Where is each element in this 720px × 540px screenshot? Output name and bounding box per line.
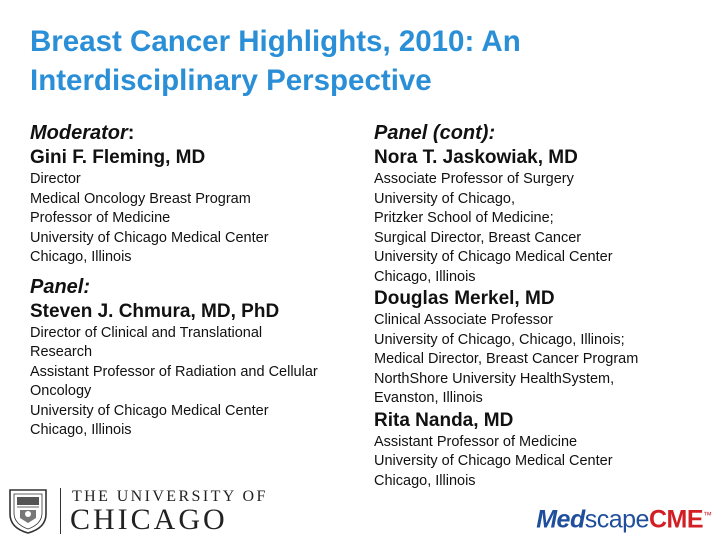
panelist-detail-line: University of Chicago Medical Center (374, 249, 613, 265)
panelist-detail-line: Research (30, 344, 93, 360)
moderator-detail-line: Chicago, Illinois (30, 249, 132, 265)
university-seal-icon (9, 489, 47, 534)
moderator-detail-line: Medical Oncology Breast Program (30, 190, 251, 207)
university-name-line1: THE UNIVERSITY OF (72, 488, 268, 505)
right-column: Panel (cont): Nora T. Jaskowiak, MD Asso… (374, 120, 714, 491)
panelist-detail-line: University of Chicago Medical Center (30, 402, 269, 419)
panelist-name: Steven J. Chmura, MD, PhD (30, 300, 280, 322)
moderator-detail-line: Director (30, 171, 81, 187)
panelist-detail-line: NorthShore University HealthSystem, (374, 370, 615, 387)
panelist-detail-line: Assistant Professor of Medicine (374, 433, 578, 450)
panelist-detail-line: Evanston, Illinois (374, 390, 483, 406)
university-logo: THE UNIVERSITY OF CHICAGO (6, 486, 266, 538)
panelist-name: Rita Nanda, MD (374, 409, 514, 431)
university-name-line2: CHICAGO (70, 503, 228, 536)
medscape-scape: scape (584, 505, 650, 534)
panelist-name: Nora T. Jaskowiak, MD (374, 147, 578, 168)
panelist-detail-line: Director of Clinical and Translational (30, 324, 263, 341)
logo-divider (60, 488, 61, 534)
panelist-detail-line: University of Chicago, Chicago, Illinois… (374, 331, 625, 348)
panelist-name: Douglas Merkel, MD (374, 288, 555, 309)
medscape-cme-logo: MedscapeCME™ (536, 500, 712, 534)
panelist-detail-line: Pritzker School of Medicine; (374, 210, 554, 226)
panelist-detail-line: Chicago, Illinois (374, 472, 476, 489)
panelist-detail-line: Associate Professor of Surgery (374, 171, 574, 187)
moderator-heading: Moderator: (30, 120, 365, 146)
medscape-med: Med (536, 505, 585, 534)
moderator-label: Moderator (30, 122, 128, 144)
panelist-detail-line: Chicago, Illinois (374, 268, 476, 285)
medscape-trademark: ™ (703, 510, 712, 520)
panelist-detail-line: Surgical Director, Breast Cancer (374, 229, 582, 246)
left-column: Moderator: Gini F. Fleming, MD Director … (30, 120, 365, 441)
panelist-detail-line: Assistant Professor of Radiation and Cel… (30, 363, 318, 380)
panelist-detail-line: University of Chicago Medical Center (374, 453, 613, 469)
slide-title: Breast Cancer Highlights, 2010: An Inter… (30, 25, 521, 97)
panel-heading: Panel: (30, 275, 91, 298)
medscape-cme: CME (648, 505, 704, 534)
panelist-detail-line: Medical Director, Breast Cancer Program (374, 351, 639, 367)
panelist-detail-line: University of Chicago, (374, 190, 516, 207)
panel-cont-heading: Panel (cont): (374, 122, 496, 144)
panelist-detail-line: Clinical Associate Professor (374, 312, 553, 328)
moderator-detail-line: Professor of Medicine (30, 210, 171, 226)
moderator-detail-line: University of Chicago Medical Center (30, 229, 269, 246)
moderator-name: Gini F. Fleming, MD (30, 147, 206, 168)
panelist-detail-line: Chicago, Illinois (30, 422, 132, 438)
moderator-colon: : (127, 122, 135, 144)
panelist-detail-line: Oncology (30, 383, 92, 399)
